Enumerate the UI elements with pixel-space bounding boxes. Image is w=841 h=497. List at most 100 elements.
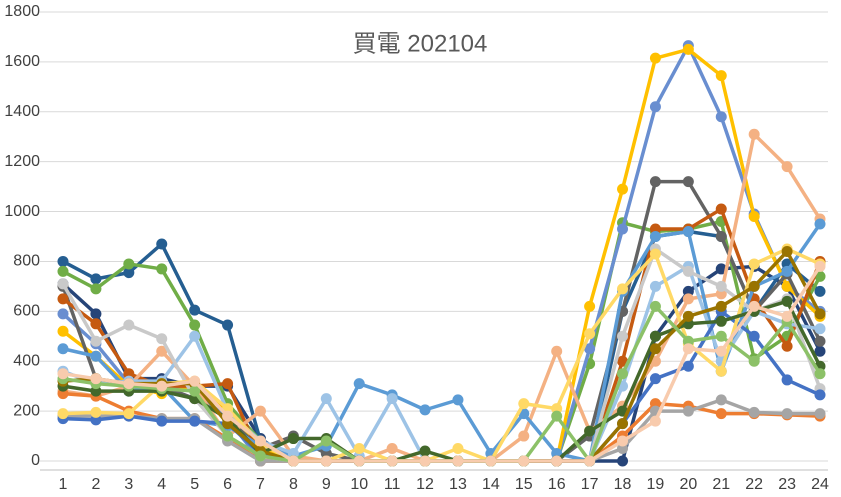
data-point (156, 345, 168, 357)
data-point (90, 318, 102, 330)
data-point (617, 368, 629, 380)
data-point (90, 283, 102, 295)
data-point (649, 280, 661, 292)
x-tick-label: 24 (811, 476, 829, 493)
data-point (814, 368, 826, 380)
data-point (649, 248, 661, 260)
data-point (123, 378, 135, 390)
data-point (584, 425, 596, 437)
data-point (715, 111, 727, 123)
data-point (452, 455, 464, 467)
data-point (715, 365, 727, 377)
y-tick-label: 1200 (4, 153, 40, 170)
data-point (682, 43, 694, 55)
data-point (123, 319, 135, 331)
data-point (287, 455, 299, 467)
x-tick-label: 9 (322, 476, 331, 493)
data-point (617, 330, 629, 342)
data-point (781, 265, 793, 277)
data-point (617, 183, 629, 195)
data-point (781, 245, 793, 257)
x-tick-label: 1 (59, 476, 68, 493)
series-line (61, 43, 822, 463)
data-point (254, 435, 266, 447)
data-point (781, 310, 793, 322)
data-point (189, 415, 201, 427)
data-point (320, 455, 332, 467)
x-tick-label: 11 (384, 476, 401, 493)
data-point (485, 455, 497, 467)
data-point (518, 398, 530, 410)
x-tick-label: 12 (416, 476, 434, 493)
data-point (748, 211, 760, 223)
data-point (551, 345, 563, 357)
data-point (156, 238, 168, 250)
data-point (90, 350, 102, 362)
data-point (748, 128, 760, 140)
series (57, 203, 826, 467)
data-point (617, 435, 629, 447)
x-tick-label: 19 (647, 476, 665, 493)
data-point (715, 203, 727, 215)
data-point (617, 418, 629, 430)
data-point (57, 408, 69, 420)
data-point (386, 393, 398, 405)
data-point (682, 310, 694, 322)
data-point (57, 308, 69, 320)
data-point (156, 333, 168, 345)
y-tick-label: 1800 (4, 3, 40, 20)
series-line (62, 219, 822, 463)
data-point (814, 345, 826, 357)
data-point (222, 430, 234, 442)
x-tick-label: 16 (548, 476, 566, 493)
data-point (748, 300, 760, 312)
y-tick-label: 400 (13, 352, 40, 369)
data-point (814, 408, 826, 420)
data-point (123, 267, 135, 279)
x-tick-label: 15 (515, 476, 533, 493)
data-point (715, 70, 727, 82)
data-point (715, 231, 727, 242)
data-point (649, 176, 661, 188)
data-point (682, 343, 694, 355)
x-tick-label: 10 (350, 476, 368, 493)
data-point (715, 345, 727, 357)
data-point (156, 263, 168, 275)
data-point (682, 176, 694, 188)
data-point (584, 455, 596, 467)
x-tick-label: 7 (256, 476, 265, 493)
data-point (781, 161, 793, 173)
data-point (715, 263, 727, 275)
data-point (419, 455, 431, 467)
data-point (682, 226, 694, 238)
data-point (617, 355, 629, 367)
x-tick-label: 21 (712, 476, 730, 493)
x-tick-label: 6 (223, 476, 232, 493)
data-point (189, 304, 201, 316)
data-point (715, 408, 727, 420)
data-point (748, 258, 760, 270)
data-point (254, 405, 266, 417)
data-point (814, 308, 826, 320)
x-tick-label: 5 (190, 476, 199, 493)
data-point (715, 280, 727, 292)
data-point (353, 378, 365, 390)
x-tick-label: 4 (157, 476, 166, 493)
data-point (682, 360, 694, 372)
data-point (682, 265, 694, 277)
data-point (222, 319, 234, 331)
data-point (649, 330, 661, 342)
data-point (386, 443, 398, 455)
data-point (814, 389, 826, 401)
chart-title: 買電 202104 (353, 30, 488, 57)
data-point (320, 435, 332, 447)
data-point (353, 455, 365, 467)
data-point (781, 295, 793, 307)
data-point (551, 410, 563, 422)
data-point (57, 255, 69, 267)
data-point (617, 455, 629, 467)
x-tick-label: 23 (778, 476, 796, 493)
data-point (189, 385, 201, 397)
data-point (222, 378, 234, 390)
x-tick-label: 14 (482, 476, 500, 493)
